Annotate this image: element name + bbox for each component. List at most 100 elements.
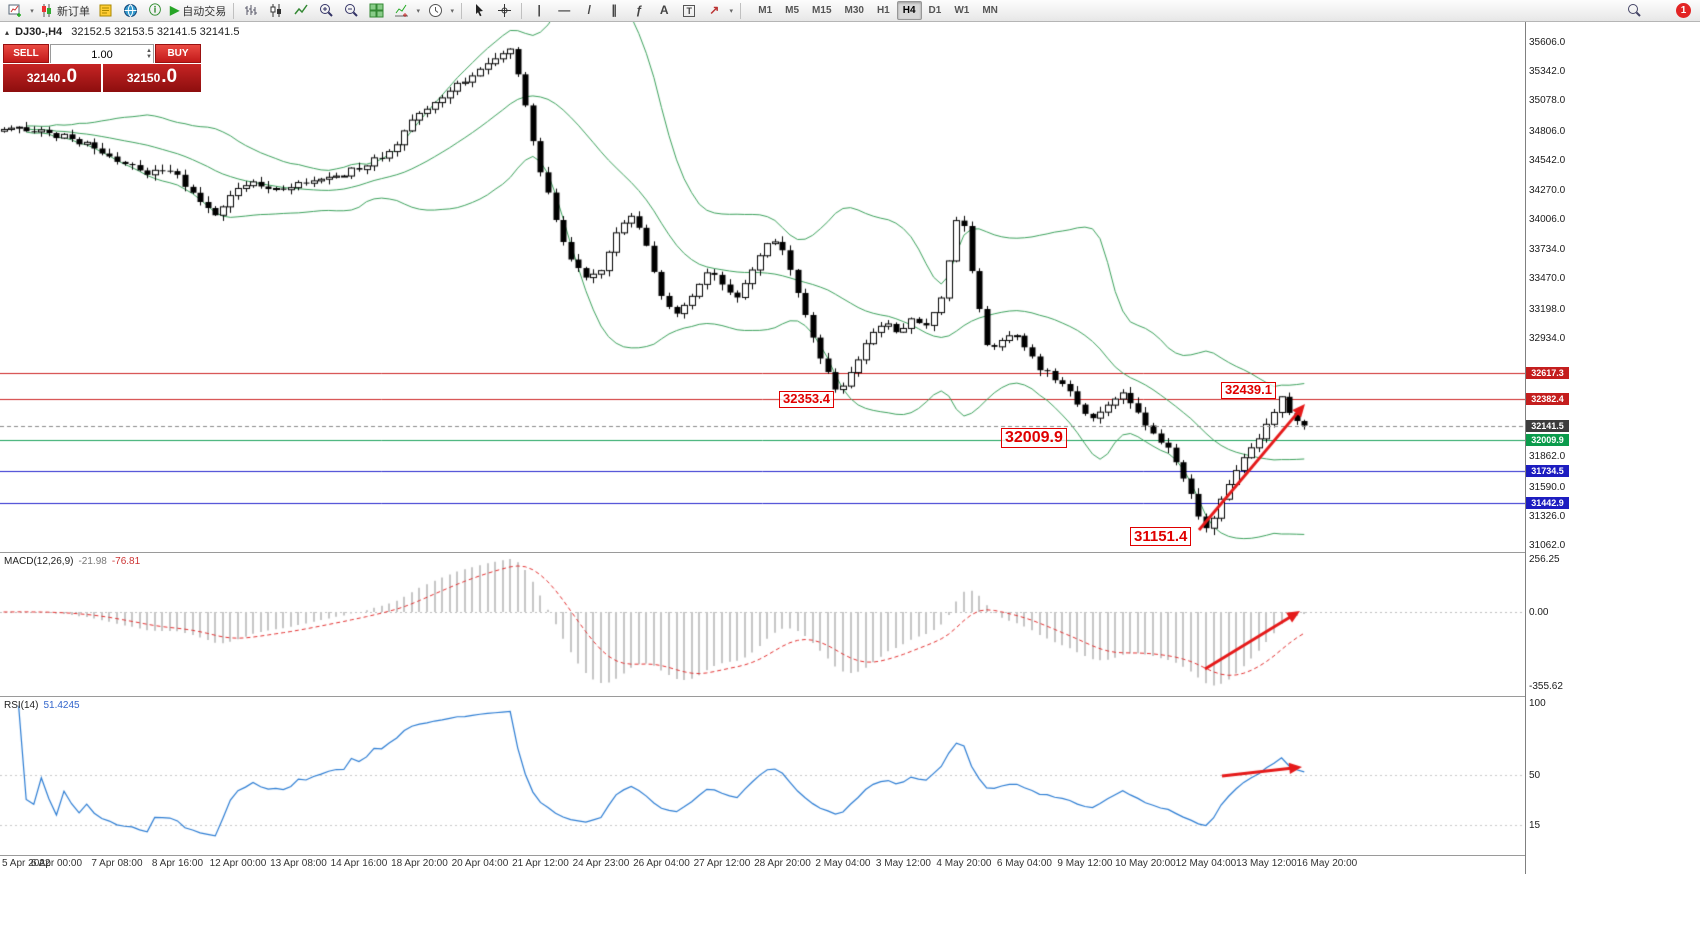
time-axis-label: 12 May 04:00 [1175, 858, 1237, 869]
buy-button[interactable]: BUY [155, 44, 201, 63]
time-axis-label: 6 Apr 00:00 [30, 858, 83, 869]
price-axis-tick: 33470.0 [1529, 273, 1566, 285]
price-axis[interactable]: 35606.0 35342.0 35078.0 34806.0 34542.0 34270… [1525, 22, 1569, 874]
volume-field[interactable]: ▲▼ [50, 44, 154, 64]
price-axis-tick: 35342.0 [1529, 66, 1566, 78]
text-icon: A [659, 3, 669, 17]
indicators-button[interactable] [389, 2, 413, 20]
rsi-panel-canvas[interactable] [0, 697, 1525, 855]
timeframe-m15-button[interactable]: M15 [812, 5, 832, 16]
notification-badge[interactable]: 1 [1676, 3, 1691, 18]
crosshair-tool-button[interactable] [492, 2, 516, 20]
new-chart-button[interactable] [3, 2, 27, 20]
timeframe-d1-button[interactable]: D1 [928, 5, 942, 16]
channel-tool-button[interactable]: ∥ [602, 2, 626, 20]
zoom-in-button[interactable] [314, 2, 338, 20]
cursor-tool-button[interactable] [467, 2, 491, 20]
chart-ohlc-values: 32152.5 32153.5 32141.5 32141.5 [71, 26, 240, 38]
time-axis[interactable]: 5 Apr 2022 6 Apr 00:00 7 Apr 08:00 8 Apr 16… [0, 856, 1525, 874]
fibonacci-icon: ƒ [635, 3, 643, 17]
timeframe-m5-button[interactable]: M5 [785, 5, 800, 16]
price-annotation-label[interactable]: 32353.4 [779, 391, 834, 408]
sell-button[interactable]: SELL [3, 44, 49, 63]
price-axis-tick: 34270.0 [1529, 184, 1566, 196]
price-axis-tick: 34806.0 [1529, 125, 1566, 137]
price-axis-marker: 31442.9 [1526, 496, 1569, 509]
price-annotation-label[interactable]: 31151.4 [1130, 527, 1192, 547]
toolbar-right-group: 1 [1627, 3, 1697, 18]
price-axis-tick: 32934.0 [1529, 332, 1566, 344]
periods-dropdown-caret[interactable]: ▾ [450, 7, 454, 15]
candlestick-mode-button[interactable] [264, 2, 288, 20]
price-annotation-label[interactable]: 32439.1 [1221, 382, 1276, 399]
new-chart-dropdown-caret[interactable]: ▾ [30, 7, 34, 15]
price-axis-tick: 35078.0 [1529, 95, 1566, 107]
time-axis-label: 21 Apr 12:00 [512, 858, 569, 869]
spin-up-icon[interactable]: ▲ [146, 47, 152, 54]
market-watch-button[interactable] [118, 2, 142, 20]
price-axis-marker: 32617.3 [1526, 366, 1569, 379]
bar-chart-mode-button[interactable] [239, 2, 263, 20]
time-axis-label: 4 May 20:00 [936, 858, 992, 869]
zoom-out-button[interactable] [339, 2, 363, 20]
time-axis-label: 16 May 20:00 [1296, 858, 1358, 869]
macd-panel-splitter[interactable] [0, 552, 1568, 553]
label-tool-button[interactable]: T [677, 2, 701, 20]
line-chart-icon [294, 4, 308, 15]
time-axis-label: 26 Apr 04:00 [633, 858, 690, 869]
rsi-indicator-name: RSI(14) [4, 700, 39, 711]
clock-icon [428, 4, 442, 17]
periods-button[interactable] [423, 2, 447, 20]
price-axis-tick: 35606.0 [1529, 37, 1566, 48]
time-axis-label: 18 Apr 20:00 [391, 858, 448, 869]
horizontal-line-tool-button[interactable]: — [552, 2, 576, 20]
volume-input[interactable] [51, 46, 153, 64]
data-window-button[interactable]: ⓘ [143, 2, 167, 20]
sell-price-display[interactable]: 32140.0 [3, 64, 101, 92]
search-icon[interactable] [1627, 3, 1642, 18]
timeframe-m1-button[interactable]: M1 [758, 5, 773, 16]
history-center-button[interactable] [93, 2, 117, 20]
timeframe-m30-button[interactable]: M30 [844, 5, 864, 16]
timeframe-mn-button[interactable]: MN [982, 5, 998, 16]
price-axis-tick: 31062.0 [1529, 540, 1566, 551]
buy-price-display[interactable]: 32150.0 [103, 64, 201, 92]
text-tool-button[interactable]: A [652, 2, 676, 20]
candlestick-icon [270, 4, 281, 17]
rsi-value: 51.4245 [43, 700, 80, 711]
toolbar-separator [740, 2, 742, 19]
time-axis-label: 6 May 04:00 [996, 858, 1052, 869]
volume-spinner[interactable]: ▲ ▼ [146, 45, 152, 62]
auto-trading-button[interactable]: ▶ 自动交易 [168, 2, 228, 20]
macd-panel-canvas[interactable] [0, 553, 1525, 696]
rsi-panel-splitter[interactable] [0, 696, 1568, 697]
main-chart-canvas[interactable] [0, 22, 1525, 552]
timeframe-h1-button[interactable]: H1 [876, 5, 890, 16]
price-axis-tick: 33198.0 [1529, 303, 1566, 315]
horizontal-line-icon: — [558, 3, 571, 17]
timeframe-group: M1 M5 M15 M30 H1 H4 D1 W1 MN [752, 1, 1004, 20]
new-order-icon [42, 4, 51, 17]
arrows-tool-button[interactable]: ↗ [702, 2, 726, 20]
price-annotation-label[interactable]: 32009.9 [1001, 428, 1067, 449]
trendline-tool-button[interactable]: / [577, 2, 601, 20]
timeframe-w1-button[interactable]: W1 [954, 5, 970, 16]
price-axis-marker: 32382.4 [1526, 392, 1569, 405]
one-click-collapse-icon[interactable]: ▴ [5, 28, 10, 37]
time-axis-label: 2 May 04:00 [815, 858, 871, 869]
crosshair-icon [497, 4, 511, 17]
line-chart-mode-button[interactable] [289, 2, 313, 20]
indicators-dropdown-caret[interactable]: ▾ [416, 7, 420, 15]
price-axis-tick: 34006.0 [1529, 214, 1566, 226]
rsi-axis-label: 50 [1529, 770, 1541, 781]
tile-windows-button[interactable] [364, 2, 388, 20]
fibonacci-tool-button[interactable]: ƒ [627, 2, 651, 20]
price-axis-tick: 33734.0 [1529, 244, 1566, 256]
arrows-dropdown-caret[interactable]: ▾ [729, 7, 733, 15]
vertical-line-tool-button[interactable]: | [527, 2, 551, 20]
new-order-button[interactable]: 新订单 [37, 2, 92, 20]
time-axis-label: 28 Apr 20:00 [754, 858, 811, 869]
timeframe-h4-button[interactable]: H4 [896, 1, 922, 20]
spin-down-icon[interactable]: ▼ [146, 53, 152, 60]
